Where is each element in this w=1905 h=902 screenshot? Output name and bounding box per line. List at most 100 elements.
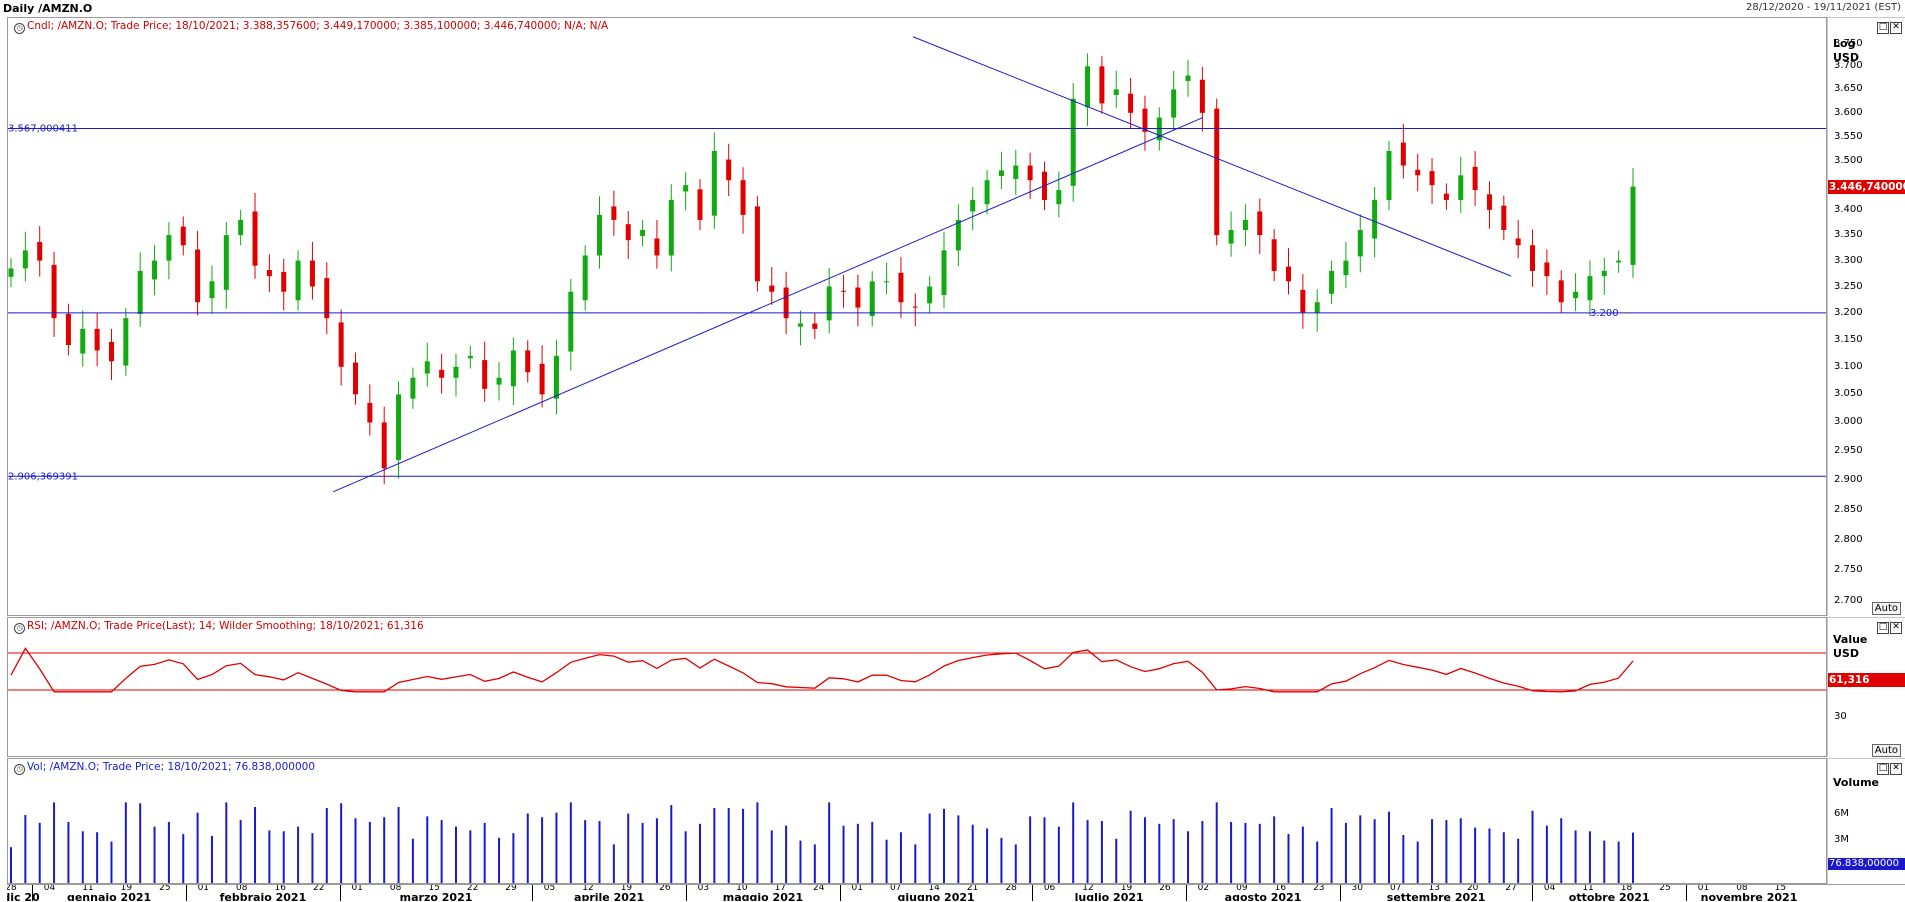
rsi-axis-title-usd: USD: [1833, 647, 1859, 660]
maximize-icon[interactable]: □: [1877, 763, 1889, 775]
price-chart[interactable]: 3.567,000411 2.906,369391 3.200: [8, 18, 1827, 616]
price-tick: 3.200: [1834, 306, 1863, 318]
pin-icon[interactable]: ◷: [14, 623, 25, 634]
volume-chart[interactable]: [8, 759, 1827, 884]
candle-body: [1343, 260, 1349, 276]
maximize-icon[interactable]: □: [1877, 22, 1889, 34]
maximize-icon[interactable]: □: [1877, 622, 1889, 634]
candle-body: [884, 281, 890, 283]
candle-body: [912, 306, 918, 308]
candle-body: [381, 422, 387, 469]
x-tick-day: 28: [7, 884, 17, 893]
candle-body: [1242, 219, 1248, 231]
x-axis[interactable]: 28 04 11 19 25 01 08 16 22 01 08 15 22 29 05 12 19 26 03 10…: [7, 884, 1827, 901]
candle-body: [769, 285, 775, 292]
candle-body: [826, 286, 832, 321]
price-axis[interactable]: □ ✕ Log USD 3.750 3.700 3.650 3.600 3.550 3.50…: [1827, 17, 1905, 616]
candle-body: [137, 270, 143, 314]
candle-body: [1530, 245, 1536, 271]
candle-body: [539, 363, 545, 395]
pin-icon[interactable]: ◷: [14, 23, 25, 34]
month-separator: [532, 885, 534, 901]
candle-body: [266, 270, 272, 277]
x-tick-day: 25: [1659, 884, 1671, 893]
candle-body: [1113, 89, 1119, 95]
candle-body: [697, 189, 703, 220]
candle-body: [180, 226, 186, 246]
price-panel-label: ◷ Cndl; /AMZN.O; Trade Price; 18/10/2021;…: [14, 20, 608, 34]
rsi-tick-30: 30: [1834, 711, 1847, 722]
month-separator: [1032, 885, 1034, 901]
candle-body: [1601, 270, 1607, 277]
x-tick-day: 01: [351, 884, 363, 893]
candle-body: [123, 318, 129, 366]
price-tick: 3.350: [1834, 229, 1863, 241]
x-tick-day: 11: [1582, 884, 1594, 893]
candle-body: [998, 170, 1004, 176]
candle-body: [1128, 93, 1134, 113]
x-tick-month: febbraio 2021: [219, 891, 307, 901]
volume-panel-label: ◷ Vol; /AMZN.O; Trade Price; 18/10/2021; …: [14, 761, 315, 775]
price-tick: 2.950: [1834, 444, 1863, 456]
candle-body: [1544, 262, 1550, 277]
volume-last-tag: 76.838,00000: [1828, 858, 1905, 870]
price-panel[interactable]: 3.567,000411 2.906,369391 3.200 ◷ Cndl; /AM…: [7, 17, 1827, 616]
candle-body: [324, 278, 330, 319]
x-tick-day: 08: [389, 884, 402, 893]
candle-body: [510, 350, 516, 387]
candle-body: [1472, 166, 1478, 191]
candle-body: [1458, 175, 1464, 200]
candle-body: [1314, 302, 1320, 313]
x-tick-month: dic 20: [7, 891, 40, 901]
x-tick-day: 22: [312, 884, 325, 893]
candle-body: [1501, 205, 1507, 231]
candle-body: [711, 151, 717, 216]
close-icon[interactable]: ✕: [1890, 622, 1902, 634]
month-separator: [1532, 885, 1534, 901]
rsi-axis[interactable]: □ ✕ Value USD 61,316 30 Auto: [1827, 617, 1905, 757]
candle-body: [783, 287, 789, 319]
candle-body: [582, 255, 588, 301]
volume-panel[interactable]: ◷ Vol; /AMZN.O; Trade Price; 18/10/2021; …: [7, 758, 1827, 884]
rsi-auto-button[interactable]: Auto: [1871, 744, 1901, 757]
candle-body: [941, 250, 947, 296]
candle-body: [597, 214, 603, 256]
close-icon[interactable]: ✕: [1890, 763, 1902, 775]
candle-body: [22, 250, 28, 269]
candle-body: [1056, 190, 1062, 205]
candle-body: [812, 323, 818, 329]
chart-title: Daily /AMZN.O: [3, 2, 93, 15]
candle-body: [1228, 230, 1234, 244]
month-separator: [185, 885, 187, 901]
x-tick-day: 07: [1390, 884, 1402, 893]
candle-body: [8, 268, 14, 277]
candle-body: [970, 199, 976, 212]
price-tick: 3.300: [1834, 254, 1863, 266]
rsi-line: [10, 647, 1634, 693]
x-tick-day: 04: [43, 884, 56, 893]
candle-body: [1171, 89, 1177, 118]
top-bar: Daily /AMZN.O 28/12/2020 - 19/11/2021 (E…: [0, 0, 1905, 17]
volume-axis[interactable]: □ ✕ Volume 6M 3M 76.838,00000: [1827, 758, 1905, 884]
volume-tick-3m: 3M: [1834, 834, 1849, 845]
price-label-text: Cndl; /AMZN.O; Trade Price; 18/10/2021; …: [27, 20, 609, 32]
x-tick-day: 06: [1043, 884, 1056, 893]
x-tick-day: 11: [82, 884, 94, 893]
rsi-panel-controls: □ ✕: [1876, 621, 1902, 634]
last-price-tag: 3.446,740000: [1828, 179, 1905, 194]
rsi-chart[interactable]: [8, 618, 1827, 757]
price-auto-button[interactable]: Auto: [1871, 602, 1901, 615]
candle-body: [1515, 238, 1521, 246]
candle-body: [1486, 194, 1492, 210]
rsi-panel[interactable]: ◷ RSI; /AMZN.O; Trade Price(Last); 14; Wi…: [7, 617, 1827, 757]
candle-body: [525, 350, 531, 373]
x-tick-day: 29: [505, 884, 517, 893]
x-tick-month: aprile 2021: [574, 891, 645, 901]
price-tick: 3.250: [1834, 280, 1863, 292]
x-tick-month: gennaio 2021: [66, 891, 152, 901]
candle-body: [467, 355, 473, 359]
candle-body: [984, 180, 990, 205]
close-icon[interactable]: ✕: [1890, 22, 1902, 34]
pin-icon[interactable]: ◷: [14, 764, 25, 775]
date-range: 28/12/2020 - 19/11/2021 (EST): [1746, 2, 1901, 13]
